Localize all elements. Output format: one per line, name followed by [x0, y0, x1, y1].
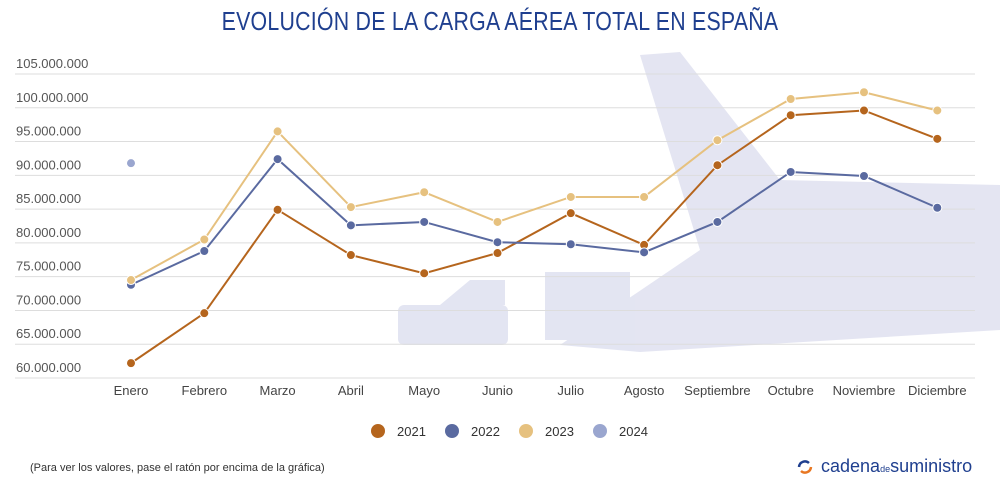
x-tick-label: Diciembre [908, 383, 967, 398]
data-point-2021 [272, 204, 283, 215]
chart-title: EVOLUCIÓN DE LA CARGA AÉREA TOTAL EN ESP… [221, 6, 779, 36]
y-tick-label: 90.000.000 [16, 157, 81, 172]
data-point-2023 [126, 275, 136, 286]
x-tick-label: Febrero [182, 383, 228, 398]
x-tick-label: Octubre [768, 383, 814, 398]
data-point-2022 [639, 247, 650, 258]
series-line-2022 [130, 157, 938, 286]
background-airplane-graphic [398, 52, 1000, 352]
data-point-2022 [492, 237, 503, 248]
brand-logo: cadenadesuministro [795, 456, 972, 477]
data-point-2023 [492, 216, 503, 227]
data-point-2022 [272, 154, 283, 165]
y-tick-label: 85.000.000 [16, 191, 81, 206]
data-point-2023 [345, 202, 356, 213]
legend-marker-2021 [371, 424, 385, 438]
series-line-2021 [130, 109, 938, 364]
legend-label-2021: 2021 [397, 424, 426, 439]
legend-marker-2023 [519, 424, 533, 438]
x-tick-label: Enero [114, 383, 149, 398]
x-tick-label: Agosto [624, 383, 664, 398]
y-tick-label: 80.000.000 [16, 225, 81, 240]
data-point-2024 [126, 158, 136, 169]
data-point-2022 [199, 245, 210, 256]
y-tick-label: 100.000.000 [16, 90, 88, 105]
data-point-2023 [272, 126, 283, 137]
data-point-2022 [785, 166, 796, 177]
y-tick-label: 60.000.000 [16, 360, 81, 375]
refresh-arrows-icon [797, 459, 813, 474]
y-tick-label: 75.000.000 [16, 259, 81, 274]
data-point-2022 [565, 239, 576, 250]
y-tick-label: 65.000.000 [16, 326, 81, 341]
legend-marker-2024 [593, 424, 607, 438]
data-point-2022 [345, 220, 356, 231]
x-tick-label: Mayo [408, 383, 440, 398]
legend-label-2022: 2022 [471, 424, 500, 439]
cargo-boxes-shape [545, 272, 630, 340]
data-point-2021 [932, 133, 943, 144]
data-point-2021 [345, 250, 356, 261]
data-point-2022 [859, 171, 869, 182]
y-tick-label: 70.000.000 [16, 292, 81, 307]
data-point-2021 [199, 308, 210, 319]
data-point-2022 [419, 216, 430, 227]
x-tick-label: Marzo [260, 383, 296, 398]
data-point-2023 [712, 135, 723, 146]
legend-label-2024: 2024 [619, 424, 648, 439]
data-point-2021 [859, 105, 869, 116]
x-tick-label: Julio [557, 383, 584, 398]
truck-cab-shape [440, 280, 505, 305]
data-point-2023 [859, 87, 869, 98]
data-point-2023 [565, 191, 576, 202]
x-tick-label: Junio [482, 383, 513, 398]
data-point-2023 [639, 191, 650, 202]
data-point-2021 [565, 208, 576, 219]
data-point-2023 [199, 234, 210, 245]
x-tick-label: Noviembre [833, 383, 896, 398]
legend-marker-2022 [445, 424, 459, 438]
series-line-2023 [130, 91, 938, 281]
legend-label-2023: 2023 [545, 424, 574, 439]
truck-shape [398, 305, 508, 345]
data-point-2023 [785, 93, 796, 104]
data-point-2021 [126, 358, 136, 369]
data-point-2021 [712, 160, 723, 171]
data-point-2022 [712, 216, 723, 227]
data-point-2023 [419, 187, 430, 198]
data-point-2021 [785, 110, 796, 121]
data-point-2023 [932, 105, 943, 116]
y-tick-label: 105.000.000 [16, 56, 88, 71]
data-point-2021 [419, 268, 430, 279]
x-tick-label: Septiembre [684, 383, 750, 398]
data-point-2021 [492, 248, 503, 259]
y-tick-label: 95.000.000 [16, 124, 81, 139]
data-point-2022 [932, 202, 943, 213]
x-tick-label: Abril [338, 383, 364, 398]
hover-note: (Para ver los valores, pase el ratón por… [30, 462, 325, 474]
